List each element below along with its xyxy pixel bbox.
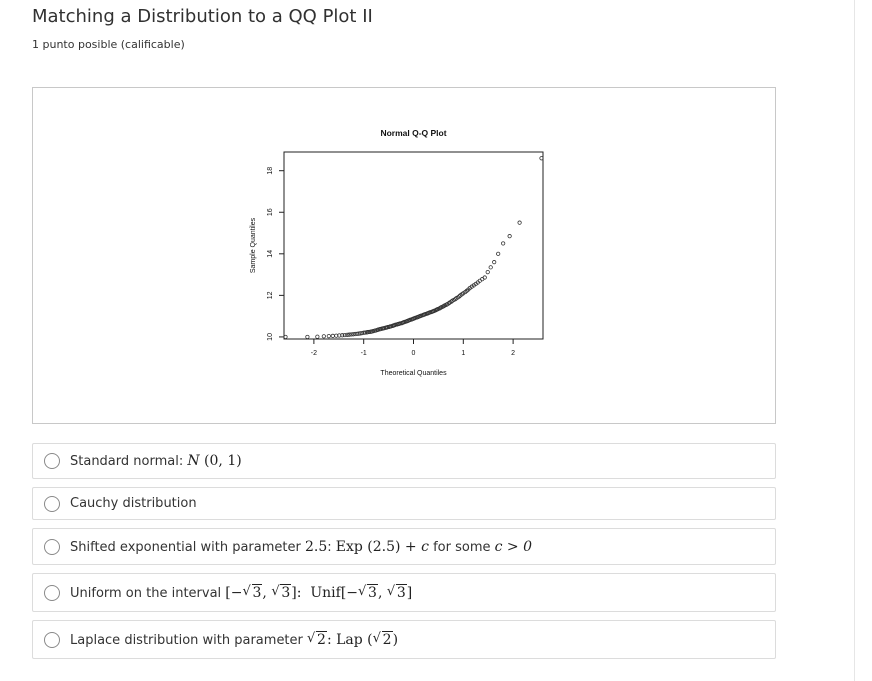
x-tick-label: -1 [361, 350, 367, 357]
plot-frame [283, 151, 544, 340]
math-interval: [−3, 3]: Unif[−3, 3] [225, 583, 412, 601]
data-point [334, 333, 339, 338]
x-tick-label: 2 [511, 350, 515, 357]
data-point [367, 329, 372, 335]
x-tick-label: 0 [412, 350, 416, 357]
data-point [321, 334, 326, 339]
radio-shifted-exponential[interactable] [44, 538, 60, 555]
radio-cauchy[interactable] [44, 495, 60, 512]
page-scrollbar-track[interactable] [854, 0, 872, 681]
data-point [315, 334, 320, 339]
data-point [351, 332, 356, 337]
data-point [283, 334, 288, 340]
data-point [363, 330, 368, 335]
data-point [337, 333, 342, 338]
problem-title: Matching a Distribution to a QQ Plot II [32, 6, 373, 27]
radio-laplace[interactable] [44, 631, 60, 648]
option-label: Laplace distribution with parameter 2: L… [70, 630, 398, 648]
math-param: 2: Lap (2) [307, 630, 398, 648]
qq-plot-svg: Normal Q-Q Plot Theoretical Quantiles Samp… [250, 128, 544, 377]
data-point [347, 332, 352, 337]
option-label: Uniform on the interval [−3, 3]: Unif[−3… [70, 583, 412, 601]
y-tick-label: 10 [267, 333, 274, 341]
option-label: Shifted exponential with parameter 2.5: … [70, 538, 533, 555]
data-point [496, 251, 501, 256]
data-point [349, 332, 354, 337]
option-label: Cauchy distribution [70, 496, 197, 511]
data-point [501, 241, 506, 246]
data-point [507, 234, 512, 239]
option-label: Standard normal: N (0, 1) [70, 453, 242, 469]
option-uniform[interactable]: Uniform on the interval [−3, 3]: Unif[−3… [32, 573, 776, 612]
radio-standard-normal[interactable] [44, 453, 60, 469]
data-point [485, 269, 490, 275]
data-point [330, 333, 335, 338]
qq-plot-figure: Normal Q-Q Plot Theoretical Quantiles Samp… [32, 87, 776, 424]
data-point [340, 333, 345, 338]
math-expression: N (0, 1) [187, 453, 242, 469]
y-tick-label: 18 [267, 167, 274, 175]
option-shifted-exponential[interactable]: Shifted exponential with parameter 2.5: … [32, 528, 776, 565]
data-point [305, 334, 310, 340]
data-point [517, 220, 522, 225]
x-axis-label: Theoretical Quantiles [380, 370, 447, 377]
data-point [345, 332, 350, 337]
option-laplace[interactable]: Laplace distribution with parameter 2: L… [32, 620, 776, 659]
y-axis-label: Sample Quantiles [250, 217, 257, 273]
y-tick-label: 14 [267, 250, 274, 258]
data-point [488, 265, 493, 270]
option-cauchy[interactable]: Cauchy distribution [32, 487, 776, 520]
data-point [492, 260, 497, 265]
y-tick-label: 16 [267, 208, 274, 216]
data-point [457, 294, 462, 299]
data-point [342, 332, 347, 338]
option-standard-normal[interactable]: Standard normal: N (0, 1) [32, 443, 776, 479]
data-point [539, 156, 544, 161]
x-tick-label: -2 [311, 350, 317, 357]
radio-uniform[interactable] [44, 584, 60, 601]
y-tick-label: 12 [267, 291, 274, 299]
x-tick-label: 1 [461, 350, 465, 357]
data-point [482, 275, 487, 280]
data-point [326, 333, 331, 339]
points-label: 1 punto posible (calificable) [32, 38, 185, 51]
chart-title: Normal Q-Q Plot [380, 128, 446, 138]
